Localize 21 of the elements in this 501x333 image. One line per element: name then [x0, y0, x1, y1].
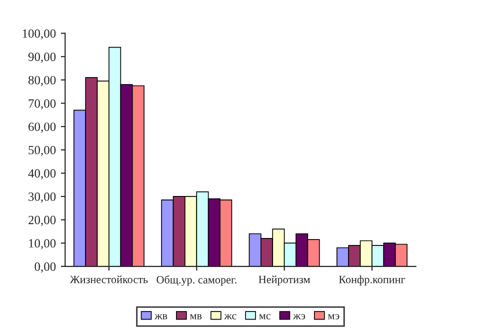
x-tick-label: Конфр.копинг	[338, 275, 406, 286]
y-tick-label: 80,00	[28, 76, 56, 86]
y-tick-label: 30,00	[28, 192, 56, 203]
legend-label: жв	[154, 314, 168, 320]
x-tick-label: Общ.ур. саморег.	[156, 275, 236, 286]
y-tick-label: 100,00	[22, 29, 56, 40]
y-tick-label: 90,00	[28, 52, 56, 63]
y-tick-label: 0,00	[34, 262, 56, 273]
legend-label: мв	[190, 314, 202, 320]
y-tick-label: 10,00	[29, 239, 56, 250]
legend-label: жс	[224, 314, 236, 320]
x-tick-label: Нейротизм	[258, 276, 310, 286]
y-tick-label: 40,00	[28, 169, 56, 180]
y-tick-label: 50,00	[28, 146, 56, 156]
legend-label: мс	[259, 314, 271, 320]
y-tick-label: 60,00	[28, 122, 56, 133]
legend-label: мэ	[328, 314, 340, 320]
y-tick-label: 20,00	[28, 216, 56, 226]
x-tick-label: Жизнестойкость	[70, 276, 148, 284]
y-tick-label: 70,00	[28, 99, 56, 110]
legend-label: жэ	[293, 314, 306, 320]
